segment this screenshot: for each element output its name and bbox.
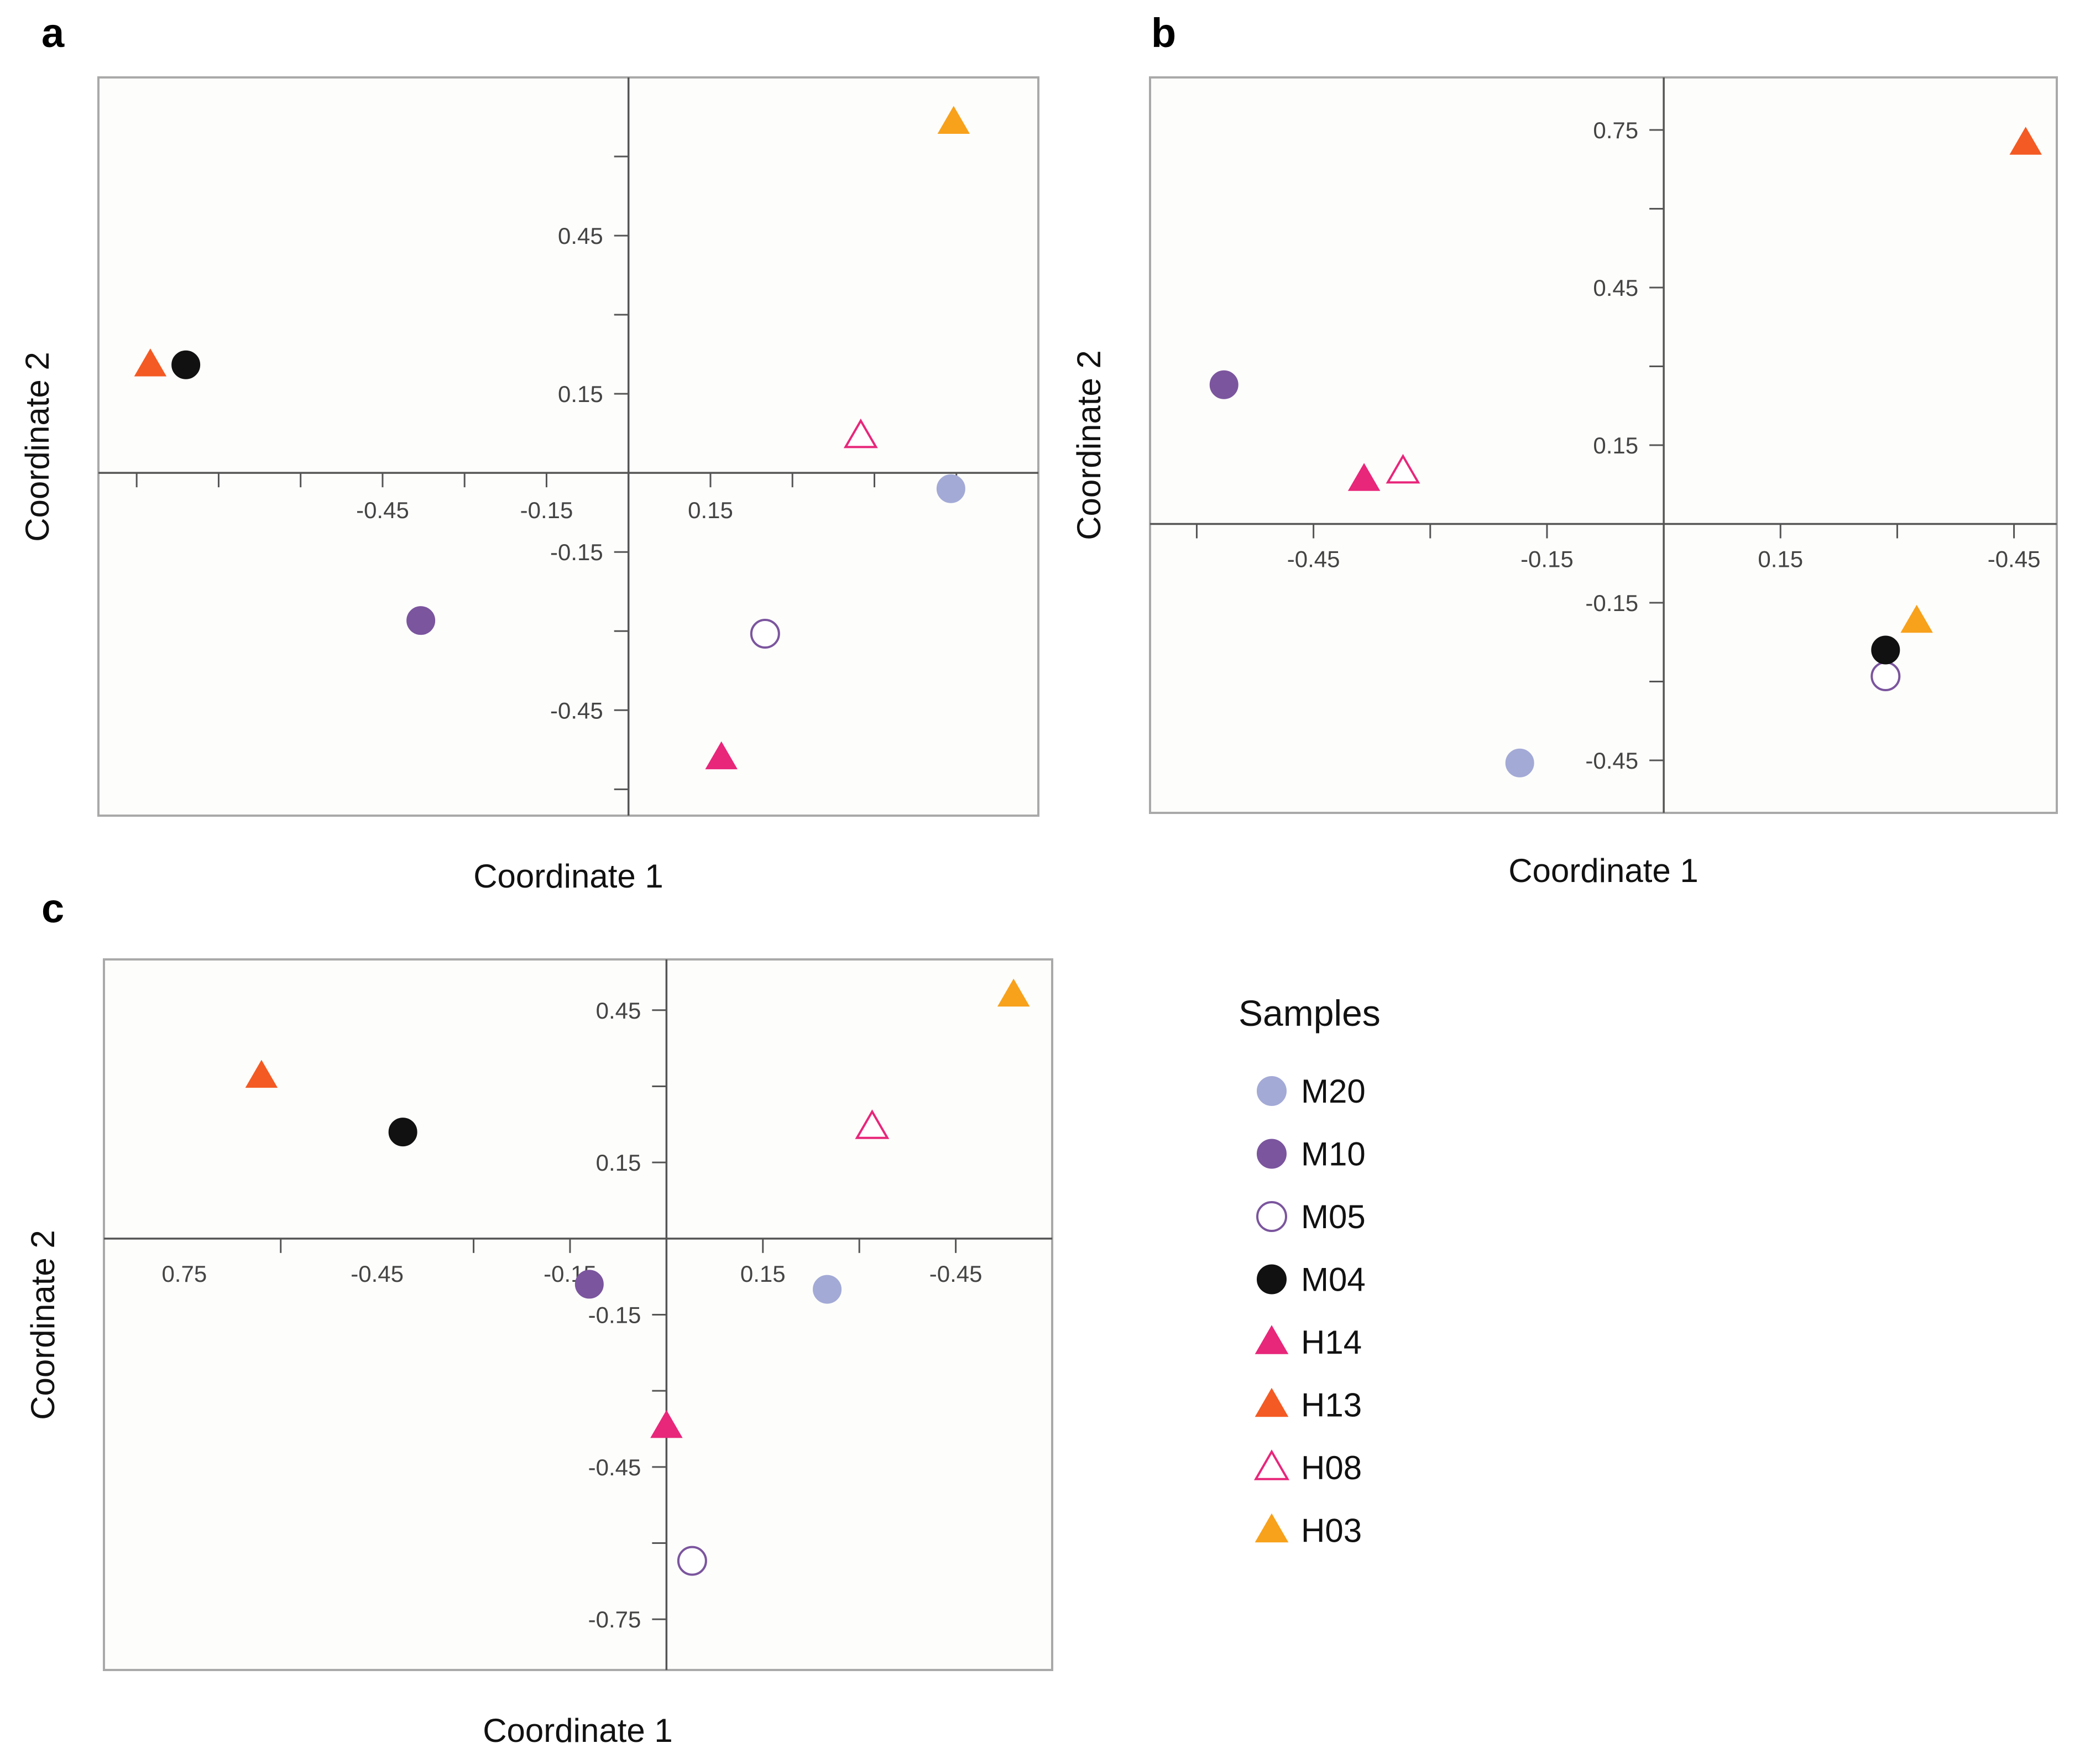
- legend-marker-m20: [1257, 1076, 1287, 1106]
- data-point-h03: [1900, 604, 1933, 633]
- data-point-m10: [574, 1270, 604, 1299]
- x-tick-label: 0.15: [1758, 546, 1803, 572]
- y-axis-title: Coordinate 2: [1070, 350, 1107, 540]
- x-tick-label: -0.45: [351, 1261, 404, 1287]
- legend-label-h08: H08: [1301, 1449, 1362, 1486]
- y-tick-label: 0.75: [1593, 117, 1638, 143]
- legend-label-h13: H13: [1301, 1387, 1362, 1424]
- data-point-m05: [677, 1546, 707, 1576]
- x-tick-label: -0.45: [1988, 546, 2041, 572]
- y-tick-label: -0.75: [588, 1606, 641, 1632]
- y-tick-label: 0.45: [1593, 275, 1638, 301]
- legend-title: Samples: [1239, 993, 1381, 1034]
- data-point-m10: [1209, 370, 1239, 399]
- x-tick-label: -0.45: [929, 1261, 983, 1287]
- y-tick-label: -0.15: [550, 539, 603, 565]
- plot-frame: [1149, 76, 2058, 814]
- x-tick-label: -0.45: [1287, 546, 1340, 572]
- legend-marker-h08: [1253, 1449, 1290, 1480]
- legend-label-m05: M05: [1301, 1198, 1366, 1235]
- data-point-h14: [1347, 463, 1381, 491]
- panel-c: 0.75 -0.45 -0.15 0.15 -0.450.450.15-0.15-0.4…: [103, 958, 1053, 1671]
- y-axis-title: Coordinate 2: [24, 1230, 61, 1420]
- data-point-m05: [750, 619, 780, 649]
- legend-label-h14: H14: [1301, 1324, 1362, 1361]
- y-tick-label: 0.15: [1593, 432, 1638, 458]
- data-point-m04: [1871, 635, 1900, 665]
- data-point-m05: [1870, 661, 1901, 691]
- x-tick-label: 0.15: [688, 497, 733, 523]
- legend-marker-m10: [1257, 1139, 1287, 1169]
- data-point-h14: [705, 741, 738, 770]
- y-tick-label: 0.15: [596, 1150, 641, 1176]
- data-point-h08: [1386, 453, 1420, 484]
- data-point-h03: [997, 978, 1030, 1007]
- data-point-h13: [245, 1060, 278, 1088]
- panel-label-c: c: [41, 885, 64, 931]
- panel-label-b: b: [1151, 10, 1176, 56]
- data-point-m10: [406, 606, 436, 635]
- legend-label-m20: M20: [1301, 1073, 1366, 1110]
- data-point-h03: [937, 106, 970, 134]
- data-point-h13: [134, 348, 167, 377]
- panel-b: -0.45 -0.15 0.15 -0.45 0.75 0.45 0.15 -0.15 -0.4…: [1149, 76, 2058, 814]
- legend-marker-m04: [1257, 1264, 1287, 1295]
- legend: Samples M20 M10 M05 M04 H14 H13 H08 H03: [1239, 993, 1381, 1549]
- x-tick-label: -0.15: [520, 497, 573, 523]
- data-point-h08: [855, 1109, 890, 1139]
- y-tick-label: 0.15: [558, 381, 603, 407]
- x-tick-label: -0.15: [1520, 546, 1574, 572]
- data-point-m20: [936, 474, 965, 503]
- legend-label-m04: M04: [1301, 1261, 1366, 1298]
- plot-frame: [97, 76, 1039, 817]
- y-tick-label: 0.45: [596, 998, 641, 1024]
- x-tick-label: 0.15: [740, 1261, 786, 1287]
- x-axis-title: Coordinate 1: [1508, 852, 1699, 889]
- data-point-m04: [388, 1118, 417, 1147]
- y-tick-label: 0.45: [558, 223, 603, 249]
- y-tick-label: -0.15: [588, 1302, 641, 1328]
- legend-marker-h14: [1255, 1325, 1289, 1354]
- data-point-m20: [1505, 748, 1534, 777]
- data-point-h14: [650, 1410, 683, 1438]
- y-tick-label: -0.45: [588, 1454, 641, 1480]
- y-tick-label: -0.15: [1585, 590, 1638, 616]
- legend-marker-h13: [1255, 1387, 1289, 1417]
- legend-marker-m05: [1256, 1201, 1287, 1232]
- data-point-m04: [171, 350, 201, 379]
- legend-label-h03: H03: [1301, 1512, 1362, 1549]
- legend-marker-h03: [1255, 1513, 1289, 1543]
- y-tick-label: -0.45: [550, 697, 603, 723]
- y-tick-label: -0.45: [1585, 748, 1638, 774]
- panel-a: -0.45 -0.15 0.15 0.45 0.15 -0.15 -0.45: [97, 76, 1039, 817]
- plot-frame: [103, 958, 1053, 1671]
- data-point-h13: [2009, 127, 2042, 155]
- x-tick-label: -0.45: [356, 497, 409, 523]
- data-point-m20: [813, 1275, 842, 1304]
- x-tick-label: 0.75: [161, 1261, 207, 1287]
- panel-label-a: a: [41, 10, 65, 56]
- y-axis-title: Coordinate 2: [19, 352, 56, 542]
- x-axis-title: Coordinate 1: [473, 858, 663, 895]
- data-point-h08: [843, 418, 878, 448]
- legend-label-m10: M10: [1301, 1136, 1366, 1173]
- x-axis-title: Coordinate 1: [483, 1712, 673, 1749]
